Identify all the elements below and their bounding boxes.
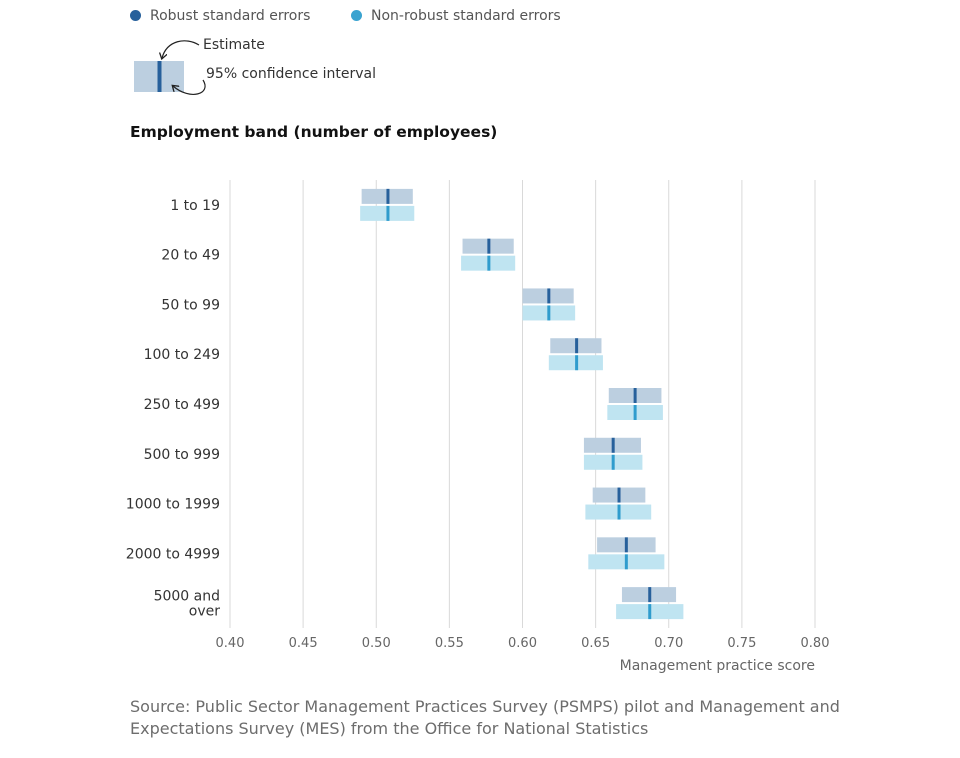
key-ci-arrow (173, 79, 206, 95)
category-label: 2000 to 4999 (126, 546, 220, 562)
x-tick-label: 0.50 (362, 636, 391, 651)
legend-item-nonrobust: Non-robust standard errors (351, 8, 561, 24)
category-label: 1 to 19 (170, 198, 220, 214)
nonrobust-estimate-tick (386, 205, 390, 221)
key-diagram (134, 40, 206, 95)
key-ci-label: 95% confidence interval (206, 66, 377, 82)
x-tick-label: 0.45 (289, 636, 318, 651)
nonrobust-legend-dot (351, 10, 362, 21)
x-tick-label: 0.80 (801, 636, 830, 651)
robust-legend-dot (130, 10, 141, 21)
category-label: over (189, 604, 220, 620)
robust-estimate-tick (547, 288, 551, 304)
y-axis-group-title: Employment band (number of employees) (130, 123, 498, 141)
legend-label-robust: Robust standard errors (150, 8, 311, 24)
category-label: 20 to 49 (161, 248, 220, 264)
key-estimate-tick (157, 61, 162, 92)
category-labels: 1 to 19 20 to 49 50 to 99 100 to 249 250 to … (126, 198, 220, 620)
robust-estimate-tick (624, 537, 628, 553)
robust-estimate-tick (633, 388, 637, 403)
x-tick-label: 0.65 (581, 636, 610, 651)
confidence-bands (360, 188, 684, 620)
nonrobust-estimate-tick (611, 454, 615, 470)
nonrobust-estimate-tick (575, 355, 579, 371)
x-tick-label: 0.70 (654, 636, 683, 651)
legend-item-robust: Robust standard errors (130, 8, 310, 24)
category-label: 50 to 99 (161, 297, 220, 313)
robust-estimate-tick (648, 587, 652, 603)
x-axis-ticks: 0.40 0.45 0.50 0.55 0.60 0.65 0.70 0.75 0.80 (216, 636, 830, 651)
nonrobust-estimate-tick (617, 504, 621, 520)
robust-estimate-tick (386, 188, 390, 204)
robust-estimate-tick (487, 238, 491, 254)
category-label: 1000 to 1999 (126, 497, 220, 513)
source-note: Source: Public Sector Management Practic… (130, 697, 840, 738)
nonrobust-estimate-tick (648, 604, 652, 620)
robust-estimate-tick (575, 338, 579, 354)
category-label: 250 to 499 (144, 397, 220, 413)
legend-label-nonrobust: Non-robust standard errors (371, 8, 561, 24)
key-estimate-label: Estimate (203, 37, 265, 53)
x-tick-label: 0.60 (508, 636, 537, 651)
nonrobust-estimate-tick (633, 405, 637, 420)
nonrobust-estimate-tick (547, 305, 551, 321)
category-label: 500 to 999 (144, 447, 220, 463)
nonrobust-estimate-tick (487, 255, 491, 271)
x-tick-label: 0.75 (727, 636, 756, 651)
nonrobust-estimate-tick (624, 554, 628, 570)
category-label: 5000 and (154, 589, 220, 605)
x-axis-title: Management practice score (620, 658, 815, 674)
x-tick-label: 0.40 (216, 636, 245, 651)
x-tick-label: 0.55 (435, 636, 464, 651)
robust-estimate-tick (617, 487, 621, 503)
gridlines (229, 180, 816, 628)
robust-estimate-tick (611, 437, 615, 453)
category-label: 100 to 249 (144, 347, 220, 363)
key-estimate-arrow (162, 40, 200, 58)
